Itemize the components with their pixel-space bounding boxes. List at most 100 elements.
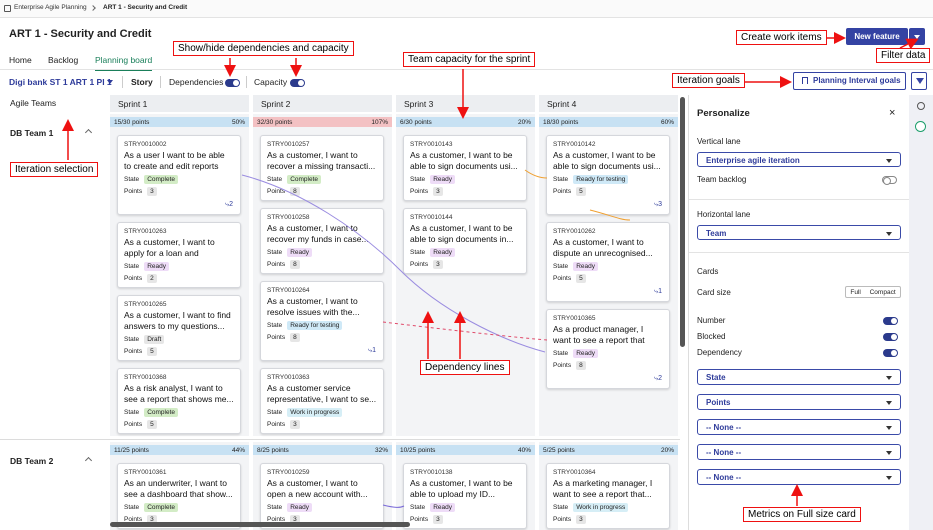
panel-label: Personalize xyxy=(697,108,750,119)
field-label: Points xyxy=(267,334,286,341)
capacity-bar: 15/30 points 50% xyxy=(110,117,249,127)
capacity-percent: 60% xyxy=(660,118,674,126)
collapse-icon[interactable] xyxy=(84,128,93,137)
dependency-count: 1 xyxy=(654,288,662,296)
goals-label: Planning Interval goals xyxy=(813,76,901,85)
card-title: As a customer service representative, I … xyxy=(267,383,377,404)
view-select[interactable]: Story xyxy=(131,77,153,87)
card-state-row: State Ready xyxy=(267,503,377,512)
toggle[interactable] xyxy=(882,176,897,185)
toggle[interactable] xyxy=(290,79,305,87)
field-label: State xyxy=(267,322,283,329)
points-chip: 5 xyxy=(576,274,586,283)
story-card[interactable]: STRY0010262 As a customer, I want to disp… xyxy=(546,222,670,302)
story-card[interactable]: STRY0010259 As a customer, I want to open… xyxy=(260,463,384,529)
toggle[interactable] xyxy=(883,333,898,341)
story-card[interactable]: STRY0010363 As a customer service represe… xyxy=(260,368,384,434)
tab[interactable]: Home xyxy=(9,55,32,65)
story-card[interactable]: STRY0010263 As a customer, I want to appl… xyxy=(117,222,241,288)
field-label: Points xyxy=(410,516,429,523)
info-icon[interactable] xyxy=(917,102,925,110)
card-title: As a user I want to be able to create an… xyxy=(124,150,225,171)
card-size-option[interactable]: Compact xyxy=(869,288,896,296)
card-id: STRY0010265 xyxy=(124,301,167,308)
story-card[interactable]: STRY0010364 As a marketing manager, I wan… xyxy=(546,463,670,529)
vertical-lane-select[interactable]: Enterprise agile iteration xyxy=(697,152,901,167)
goals-button[interactable]: Planning Interval goals xyxy=(793,72,906,90)
capacity-load: 5/25 points xyxy=(543,446,575,454)
card-points-row: Points 3 xyxy=(410,260,520,269)
tab[interactable]: Planning board xyxy=(95,55,153,71)
story-card[interactable]: STRY0010002 As a user I want to be able t… xyxy=(117,135,241,215)
field-label: Points xyxy=(124,516,143,523)
metric-select[interactable]: -- None -- xyxy=(697,444,901,460)
story-card[interactable]: STRY0010264 As a customer, I want to reso… xyxy=(260,281,384,361)
annotation: Iteration goals xyxy=(672,73,745,88)
card-title: As a customer, I want to recover my fund… xyxy=(267,223,369,244)
panel-label: Dependency xyxy=(697,348,742,357)
capacity-percent: 40% xyxy=(517,446,531,454)
toggle[interactable] xyxy=(883,317,898,325)
points-chip: 3 xyxy=(433,260,443,269)
flag-icon xyxy=(802,77,808,84)
story-card[interactable]: STRY0010365 As a product manager, I want … xyxy=(546,309,670,389)
toggle[interactable] xyxy=(883,349,898,357)
story-card[interactable]: STRY0010143 As a customer, I want to be a… xyxy=(403,135,527,201)
card-id: STRY0010143 xyxy=(410,141,453,148)
card-size-option[interactable]: Full xyxy=(850,288,861,296)
metric-select[interactable]: State xyxy=(697,369,901,385)
close-button[interactable]: × xyxy=(889,107,896,119)
top-bar xyxy=(0,0,933,18)
card-size-toggle[interactable]: Full Compact xyxy=(845,286,901,298)
state-chip: Ready xyxy=(430,175,455,184)
breadcrumb-link[interactable]: Enterprise Agile Planning xyxy=(14,4,87,11)
story-card[interactable]: STRY0010368 As a risk analyst, I want to … xyxy=(117,368,241,434)
toggle[interactable] xyxy=(225,79,240,87)
capacity-percent: 32% xyxy=(374,446,388,454)
story-card[interactable]: STRY0010257 As a customer, I want to reco… xyxy=(260,135,384,201)
horizontal-lane-select[interactable]: Team xyxy=(697,225,901,240)
capacity-load: 10/25 points xyxy=(400,446,436,454)
card-state-row: State Ready xyxy=(410,175,520,184)
capacity-bar: 5/25 points 20% xyxy=(539,445,678,455)
filter-button[interactable] xyxy=(911,72,927,90)
card-points-row: Points 8 xyxy=(267,187,377,196)
story-card[interactable]: STRY0010138 As a customer, I want to be a… xyxy=(403,463,527,529)
story-card[interactable]: STRY0010361 As an underwriter, I want to … xyxy=(117,463,241,529)
card-title: As a product manager, I want to see a re… xyxy=(553,324,645,345)
metric-select[interactable]: Points xyxy=(697,394,901,410)
panel-label: Team backlog xyxy=(697,175,747,184)
team-divider xyxy=(0,439,680,440)
field-label: State xyxy=(267,409,283,416)
story-card[interactable]: STRY0010265 As a customer, I want to find… xyxy=(117,295,241,361)
story-card[interactable]: STRY0010144 As a customer, I want to be a… xyxy=(403,208,527,274)
points-chip: 3 xyxy=(290,515,300,524)
story-card[interactable]: STRY0010258 As a customer, I want to reco… xyxy=(260,208,384,274)
caret xyxy=(107,80,113,87)
capacity-bar: 18/30 points 60% xyxy=(539,117,678,127)
page-title: ART 1 - Security and Credit xyxy=(9,28,152,40)
state-chip: Complete xyxy=(144,175,179,184)
points-chip: 8 xyxy=(290,333,300,342)
state-chip: Ready for testing xyxy=(287,321,343,330)
iteration-select[interactable]: Digi bank ST 1 ART 1 PI 1 xyxy=(9,77,112,87)
new-feature-menu[interactable] xyxy=(909,28,925,45)
new-feature-button[interactable]: New feature xyxy=(846,28,908,45)
metric-select[interactable]: -- None -- xyxy=(697,469,901,485)
card-state-row: State Ready xyxy=(553,349,663,358)
sprint-header: Sprint 4 xyxy=(539,95,678,112)
divider xyxy=(0,69,688,70)
state-chip: Complete xyxy=(287,175,322,184)
settings-icon[interactable] xyxy=(915,121,926,132)
story-card[interactable]: STRY0010142 As a customer, I want to be a… xyxy=(546,135,670,215)
card-id: STRY0010365 xyxy=(553,315,596,322)
card-points-row: Points 3 xyxy=(267,515,377,524)
collapse-icon[interactable] xyxy=(84,456,93,465)
card-title: As a customer, I want to apply for a loa… xyxy=(124,237,215,258)
tab[interactable]: Backlog xyxy=(48,55,79,65)
field-label: State xyxy=(124,176,140,183)
card-id: STRY0010144 xyxy=(410,214,453,221)
capacity-percent: 44% xyxy=(231,446,245,454)
metric-select[interactable]: -- None -- xyxy=(697,419,901,435)
points-chip: 3 xyxy=(290,420,300,429)
